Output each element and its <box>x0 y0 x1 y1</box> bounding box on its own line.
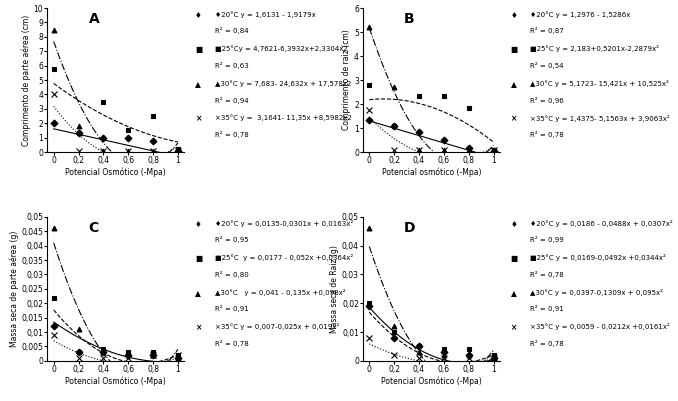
Text: ♦: ♦ <box>511 220 517 229</box>
X-axis label: Potencial osmótico (-Mpa): Potencial osmótico (-Mpa) <box>382 168 481 178</box>
Text: ♦20°C y = 1,2976 - 1,5286x: ♦20°C y = 1,2976 - 1,5286x <box>530 11 631 18</box>
Text: R² = 0,91: R² = 0,91 <box>530 306 564 312</box>
Text: ■25°C  y = 0,0177 - 0,052x +0,0364x²: ■25°C y = 0,0177 - 0,052x +0,0364x² <box>214 254 353 261</box>
Text: ▲: ▲ <box>195 80 201 89</box>
Text: ■: ■ <box>511 254 518 263</box>
Text: R² = 0,87: R² = 0,87 <box>530 27 564 34</box>
Text: C: C <box>88 221 99 235</box>
Text: R² = 0,80: R² = 0,80 <box>214 271 248 278</box>
Text: R² = 0,78: R² = 0,78 <box>530 340 564 347</box>
Text: A: A <box>88 12 99 26</box>
Text: ▲30°C   y = 0,041 - 0,135x +0,098x²: ▲30°C y = 0,041 - 0,135x +0,098x² <box>214 289 345 296</box>
Text: ▲30°C y = 7,683- 24,632x + 17,578x2: ▲30°C y = 7,683- 24,632x + 17,578x2 <box>214 80 351 87</box>
Text: ■: ■ <box>195 254 202 263</box>
Text: ▲30°C y = 0,0397-0,1309x + 0,095x²: ▲30°C y = 0,0397-0,1309x + 0,095x² <box>530 289 663 296</box>
Text: ♦20°C y = 0,0186 - 0,0488x + 0,0307x²: ♦20°C y = 0,0186 - 0,0488x + 0,0307x² <box>530 220 673 227</box>
Text: ×: × <box>511 324 517 332</box>
Text: ♦20°C y = 1,6131 - 1,9179x: ♦20°C y = 1,6131 - 1,9179x <box>214 11 315 18</box>
Text: ▲: ▲ <box>511 289 517 298</box>
Text: R² = 0,78: R² = 0,78 <box>214 131 248 138</box>
Y-axis label: Massa seca de Raiz (g): Massa seca de Raiz (g) <box>330 245 339 333</box>
Y-axis label: Comprimento de raiz (cm): Comprimento de raiz (cm) <box>342 30 351 130</box>
Text: ■25°C y = 0,0169-0,0492x +0,0344x²: ■25°C y = 0,0169-0,0492x +0,0344x² <box>530 254 666 261</box>
Text: ■: ■ <box>511 45 518 55</box>
Text: D: D <box>404 221 416 235</box>
Text: ×35°C y = 0,007-0,025x + 0,019x²: ×35°C y = 0,007-0,025x + 0,019x² <box>214 324 339 330</box>
Y-axis label: Massa seca de parte aérea (g): Massa seca de parte aérea (g) <box>9 231 18 347</box>
Text: ▲: ▲ <box>195 289 201 298</box>
Text: ×35°C y = 0,0059 - 0,0212x +0,0161x²: ×35°C y = 0,0059 - 0,0212x +0,0161x² <box>530 324 670 330</box>
Text: R² = 0,63: R² = 0,63 <box>214 62 248 69</box>
Text: R² = 0,91: R² = 0,91 <box>214 306 248 312</box>
Text: R² = 0,84: R² = 0,84 <box>214 27 248 34</box>
Text: ■25°C y = 2,183+0,5201x-2,2879x²: ■25°C y = 2,183+0,5201x-2,2879x² <box>530 45 659 53</box>
Text: ×: × <box>195 115 201 124</box>
Text: R² = 0,96: R² = 0,96 <box>530 97 564 103</box>
Text: ×: × <box>511 115 517 124</box>
Text: R² = 0,95: R² = 0,95 <box>214 236 248 243</box>
Text: ×35°C y =  3,1641- 11,35x +8,5982x2: ×35°C y = 3,1641- 11,35x +8,5982x2 <box>214 115 351 122</box>
Text: ■25°Cy = 4,7621-6,3932x+2,3304x2: ■25°Cy = 4,7621-6,3932x+2,3304x2 <box>214 45 347 52</box>
Text: R² = 0,78: R² = 0,78 <box>530 131 564 138</box>
Text: B: B <box>404 12 415 26</box>
Y-axis label: Comprimento de parte aérea (cm): Comprimento de parte aérea (cm) <box>22 14 31 146</box>
X-axis label: Potencial Osmótico (-Mpa): Potencial Osmótico (-Mpa) <box>65 168 166 178</box>
Text: R² = 0,78: R² = 0,78 <box>530 271 564 278</box>
Text: ♦: ♦ <box>195 220 202 229</box>
Text: ♦: ♦ <box>511 11 517 20</box>
Text: ♦20°C y = 0,0135-0,0301x + 0,0163x²: ♦20°C y = 0,0135-0,0301x + 0,0163x² <box>214 220 353 227</box>
Text: ×35°C y = 1,4375- 5,1563x + 3,9063x²: ×35°C y = 1,4375- 5,1563x + 3,9063x² <box>530 115 670 122</box>
Text: R² = 0,78: R² = 0,78 <box>214 340 248 347</box>
X-axis label: Potencial Osmótico (-Mpa): Potencial Osmótico (-Mpa) <box>381 377 482 386</box>
Text: ×: × <box>195 324 201 332</box>
Text: R² = 0,99: R² = 0,99 <box>530 236 564 243</box>
Text: ♦: ♦ <box>195 11 202 20</box>
Text: R² = 0,94: R² = 0,94 <box>214 97 248 103</box>
Text: ▲30°C y = 5,1723- 15,421x + 10,525x²: ▲30°C y = 5,1723- 15,421x + 10,525x² <box>530 80 669 87</box>
Text: ▲: ▲ <box>511 80 517 89</box>
X-axis label: Potencial Osmótico (-Mpa): Potencial Osmótico (-Mpa) <box>65 377 166 386</box>
Text: ■: ■ <box>195 45 202 55</box>
Text: R² = 0,54: R² = 0,54 <box>530 62 563 69</box>
